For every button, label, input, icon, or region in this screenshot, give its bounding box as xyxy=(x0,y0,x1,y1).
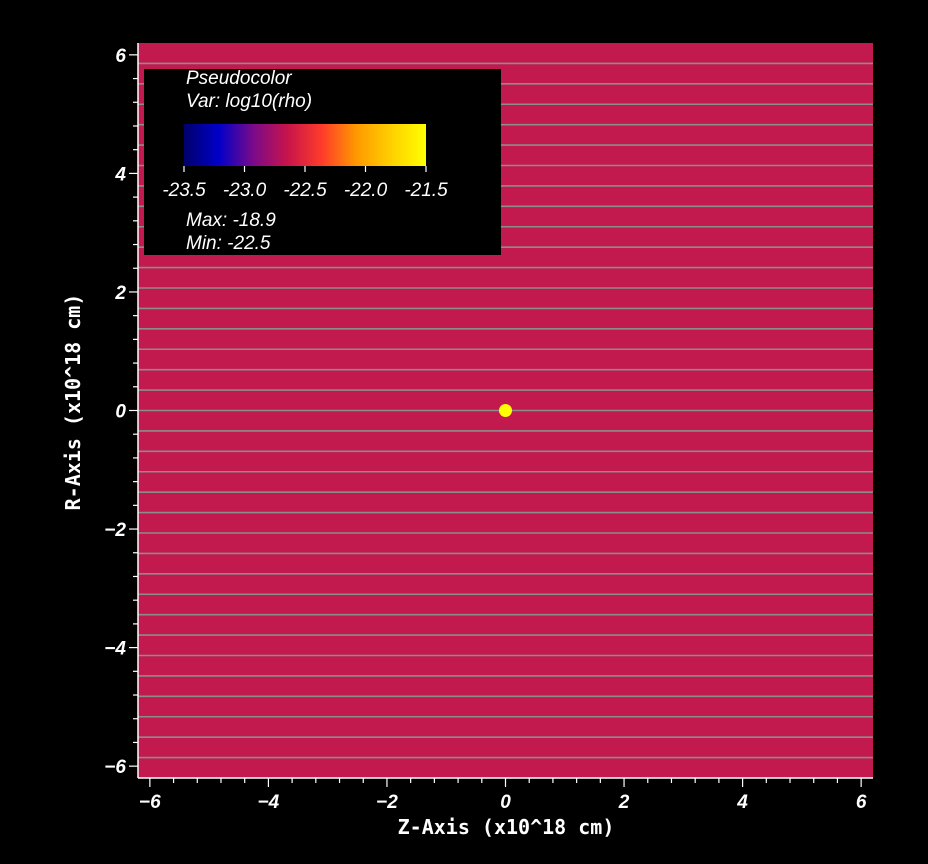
legend-plot-type: Pseudocolor xyxy=(186,68,292,89)
colorbar-tick-label: -21.5 xyxy=(404,180,448,201)
colorbar-tick-label: -23.0 xyxy=(223,180,267,201)
y-tick-label: −2 xyxy=(104,520,126,541)
colorbar-tick-labels: -23.5 -23.0 -22.5 -22.0 -21.5 xyxy=(162,180,448,201)
x-axis-tick-labels: −6 −4 −2 0 2 4 6 xyxy=(139,792,867,813)
x-tick-label: 6 xyxy=(856,792,867,813)
x-axis-ticks xyxy=(149,778,862,787)
x-axis-title: Z-Axis (x10^18 cm) xyxy=(398,815,615,839)
colorbar-tick-label: -22.5 xyxy=(283,180,327,201)
y-axis-title: R-Axis (x10^18 cm) xyxy=(61,294,85,511)
colorbar-tick-label: -23.5 xyxy=(162,180,206,201)
y-tick-label: 2 xyxy=(114,283,126,304)
y-tick-label: 4 xyxy=(114,164,126,185)
x-tick-label: 0 xyxy=(500,792,511,813)
y-axis-ticks xyxy=(129,54,138,767)
colorbar xyxy=(184,124,426,166)
x-tick-label: 2 xyxy=(618,792,630,813)
legend: Pseudocolor Var: log10(rho) -23.5 -23.0 -2… xyxy=(144,68,501,255)
legend-variable: Var: log10(rho) xyxy=(186,91,312,112)
colorbar-ticks xyxy=(183,166,427,172)
legend-max-value: Max: -18.9 xyxy=(186,210,276,231)
y-tick-label: −6 xyxy=(104,757,126,778)
legend-min-value: Min: -22.5 xyxy=(186,233,271,254)
y-axis-tick-labels: −6 −4 −2 0 2 4 6 xyxy=(104,46,126,778)
colorbar-tick-label: -22.0 xyxy=(344,180,388,201)
density-hotspot xyxy=(499,404,512,417)
y-tick-label: 6 xyxy=(115,46,126,67)
x-tick-label: −6 xyxy=(139,792,161,813)
x-tick-label: −2 xyxy=(376,792,398,813)
x-tick-label: 4 xyxy=(736,792,748,813)
y-tick-label: 0 xyxy=(115,402,126,423)
y-tick-label: −4 xyxy=(104,639,126,660)
axes: −6 −4 −2 0 2 4 6 −6 −4 −2 0 2 4 6 xyxy=(104,43,873,813)
x-tick-label: −4 xyxy=(258,792,280,813)
